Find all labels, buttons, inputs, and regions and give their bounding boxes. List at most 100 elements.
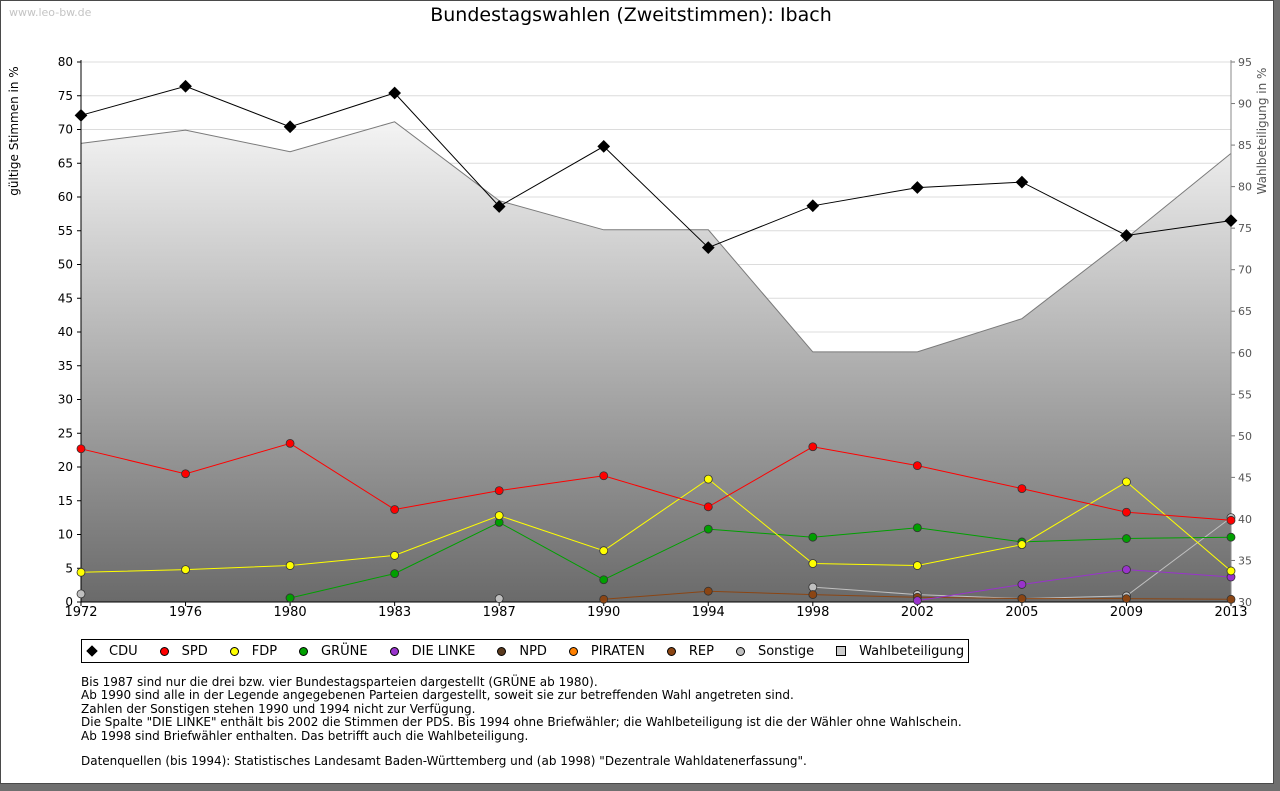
data-point-fdp <box>285 561 295 570</box>
y-tick-label-left: 30 <box>58 393 73 407</box>
data-point-cdu <box>910 181 924 194</box>
legend-marker <box>735 646 745 656</box>
x-tick-label: 2005 <box>1005 605 1038 620</box>
legend-marker <box>86 645 98 657</box>
data-point-gruene <box>1226 532 1236 542</box>
turnout-area <box>80 121 1232 603</box>
y-tick-label-right: 35 <box>1238 554 1252 567</box>
y-tick-label-left: 50 <box>58 258 73 272</box>
legend-marker <box>568 646 578 656</box>
note-line: Bis 1987 sind nur die drei bzw. vier Bun… <box>81 675 598 689</box>
y-tick-label-left: 0 <box>65 595 73 609</box>
series-line-fdp <box>80 478 1232 573</box>
data-point-gruene <box>390 569 400 579</box>
data-point-cdu <box>492 200 506 213</box>
data-point-cdu <box>806 199 820 213</box>
data-point-rep <box>703 586 713 596</box>
data-point-gruene <box>912 523 922 533</box>
data-point-fdp <box>1122 477 1131 487</box>
y-tick-label-right: 40 <box>1238 513 1252 526</box>
data-point-sonstige <box>76 589 86 599</box>
y-tick-label-right: 85 <box>1238 139 1252 152</box>
legend-marker <box>299 646 309 656</box>
x-tick-label: 1987 <box>483 605 516 620</box>
data-point-die-linke <box>1122 565 1131 574</box>
y-tick-label-right: 65 <box>1238 305 1252 318</box>
data-point-cdu <box>179 79 192 93</box>
x-tick-label: 1976 <box>169 605 202 620</box>
data-point-cdu <box>388 86 402 100</box>
y-tick-label-left: 35 <box>58 359 73 373</box>
legend-marker <box>159 646 169 656</box>
data-point-die-linke <box>1017 580 1027 589</box>
y-tick-label-left: 25 <box>58 426 73 440</box>
x-tick-label: 1994 <box>692 605 725 620</box>
data-point-spd <box>912 461 922 471</box>
y-tick-label-left: 20 <box>58 460 73 474</box>
x-tick-label: 1980 <box>274 605 307 620</box>
y-tick-label-left: 40 <box>58 325 73 339</box>
legend-item-fdp: FDP <box>229 643 278 659</box>
y-tick-label-left: 15 <box>58 494 73 508</box>
axes <box>77 60 1235 606</box>
data-point-gruene <box>1122 534 1131 543</box>
data-point-fdp <box>494 511 504 520</box>
note-line: Ab 1998 sind Briefwähler enthalten. Das … <box>81 728 529 743</box>
data-source: Datenquellen (bis 1994): Statistisches L… <box>81 754 807 768</box>
chart-title: Bundestagswahlen (Zweitstimmen): Ibach <box>430 4 832 26</box>
data-point-sonstige <box>494 594 504 604</box>
data-point-gruene <box>285 593 295 603</box>
data-point-gruene <box>703 524 713 534</box>
data-point-rep <box>1226 594 1236 604</box>
x-tick-label: 2002 <box>901 605 934 620</box>
legend-label: Sonstige <box>757 643 815 659</box>
series-line-gruene <box>289 521 1232 599</box>
y-tick-label-right: 95 <box>1238 56 1252 69</box>
legend-marker <box>389 646 399 656</box>
data-point-gruene <box>599 575 609 585</box>
x-tick-label: 1990 <box>587 605 620 620</box>
y-tick-label-left: 10 <box>58 528 73 542</box>
x-tick-label: 1998 <box>796 605 829 620</box>
data-point-fdp <box>1017 540 1027 550</box>
legend-label: CDU <box>109 643 138 659</box>
legend-label: PIRATEN <box>590 643 645 659</box>
data-point-cdu <box>597 140 611 153</box>
data-point-fdp <box>912 561 922 570</box>
legend-marker <box>497 646 507 656</box>
legend-item-cdu: CDU <box>86 643 138 659</box>
y-tick-label-right: 70 <box>1238 264 1252 277</box>
chart-svg: 0 5 10 15 20 25 30 35 40 45 50 55 60 65 70 75 80 30 35 40 45… <box>58 55 1252 620</box>
data-point-spd <box>1226 515 1236 525</box>
legend-label: Wahlbeteiligung <box>859 643 965 659</box>
data-point-rep <box>1122 594 1131 604</box>
legend-marker <box>836 646 847 656</box>
legend-item-die-linke: DIE LINKE <box>389 643 476 659</box>
data-point-cdu <box>1224 214 1238 227</box>
data-point-cdu <box>74 108 88 122</box>
y-tick-label-left: 55 <box>58 224 73 238</box>
data-point-spd <box>285 438 295 448</box>
data-point-cdu <box>1015 175 1029 189</box>
y-tick-label-left: 75 <box>58 89 73 103</box>
note-line: Ab 1990 sind alle in der Legende angegeb… <box>81 688 794 703</box>
data-point-die-linke <box>912 596 922 606</box>
y-tick-label-left: 80 <box>58 55 73 69</box>
legend-item-sonstige: Sonstige <box>735 643 815 659</box>
legend-label: DIE LINKE <box>411 643 476 659</box>
legend-marker <box>229 646 239 656</box>
y-tick-label-right: 55 <box>1238 388 1252 401</box>
legend-label: FDP <box>251 643 278 659</box>
note-line: Die Spalte "DIE LINKE" enthält bis 2002 … <box>81 715 962 730</box>
legend: CDU SPD FDP GRÜNE DIE LINKE NPD PIRATEN REP Sons… <box>81 639 970 663</box>
data-point-spd <box>494 486 504 496</box>
data-point-cdu <box>701 241 715 254</box>
data-point-fdp <box>599 546 609 556</box>
data-point-rep <box>808 590 818 599</box>
legend-item-wahlbeteiligung: Wahlbeteiligung <box>836 644 964 659</box>
legend-item-piraten: PIRATEN <box>568 643 645 659</box>
x-tick-label: 1983 <box>378 605 411 620</box>
y-tick-label-right: 80 <box>1238 181 1252 194</box>
series-line-die-linke <box>917 569 1232 602</box>
data-point-spd <box>390 505 400 514</box>
